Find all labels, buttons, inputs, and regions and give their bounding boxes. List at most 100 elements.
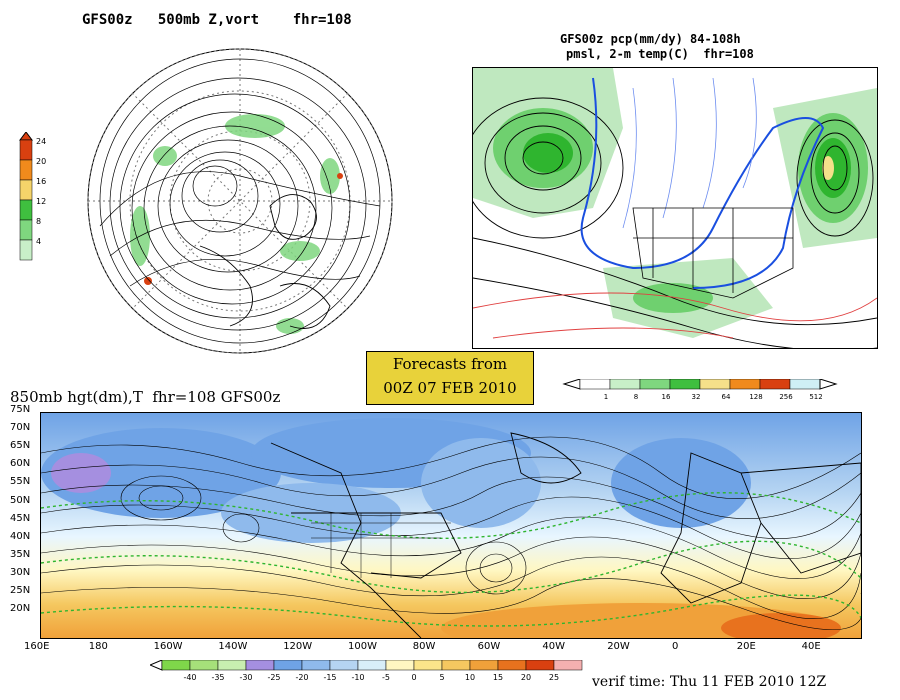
lon-label: 40W <box>542 641 566 652</box>
cb500-label: 24 <box>36 137 46 146</box>
panel-850mb-colorbar: -40 -35 -30 -25 -20 -15 -10 -5 0 5 10 15 20 25 <box>148 659 595 682</box>
forecast-box-line1: Forecasts from <box>392 355 508 373</box>
cb850-label: 25 <box>549 673 559 682</box>
panel-500mb-colorbar: 24 20 16 12 8 4 <box>18 131 58 264</box>
cylindrical-850mb-map <box>40 412 862 639</box>
panel-850mb-title: 850mb hgt(dm),T fhr=108 GFS00z <box>10 388 281 406</box>
cbPrecip-arrow-right <box>819 378 838 390</box>
cb850-swatch <box>329 659 359 671</box>
lon-label: 120W <box>283 641 313 652</box>
lat-label: 25N <box>10 585 31 596</box>
lat-label: 55N <box>10 476 31 488</box>
cbPrecip-swatch <box>579 378 611 390</box>
lon-label: 60W <box>477 641 501 652</box>
lat-label: 65N <box>10 440 31 452</box>
cb500-swatch <box>19 159 33 181</box>
lon-label: 80W <box>412 641 436 652</box>
panel-precip-title-line1: GFS00z pcp(mm/dy) 84-108h <box>560 32 741 46</box>
cbPrecip-label: 8 <box>634 393 638 401</box>
cb500-label: 4 <box>36 237 41 246</box>
cbPrecip-swatch <box>699 378 731 390</box>
lon-label: 20E <box>736 641 756 652</box>
cb850-label: -5 <box>382 673 390 682</box>
verif-time: verif time: Thu 11 FEB 2010 12Z <box>592 674 827 690</box>
cb850-label: -25 <box>267 673 280 682</box>
cb850-swatch <box>413 659 443 671</box>
cb850-swatch <box>525 659 555 671</box>
lon-label: 100W <box>348 641 377 652</box>
cb500-label: 16 <box>36 177 46 186</box>
lon-label: 160E <box>24 641 50 652</box>
cb850-label: -10 <box>351 673 364 682</box>
cb850-arrow-left <box>148 659 163 671</box>
cb850-swatch <box>441 659 471 671</box>
cb850-swatch <box>385 659 415 671</box>
lat-label: 60N <box>10 458 31 470</box>
lat-label: 40N <box>10 530 31 542</box>
cb500-swatch <box>19 199 33 221</box>
cb850-label: 15 <box>493 673 503 682</box>
cb850-label: -30 <box>239 673 252 682</box>
panel-precip-title-line2: pmsl, 2-m temp(C) fhr=108 <box>566 47 754 61</box>
cb850-swatch <box>469 659 499 671</box>
cbPrecip-label: 64 <box>722 393 731 401</box>
cbPrecip-swatch <box>789 378 821 390</box>
cb850-label: 0 <box>411 673 416 682</box>
cbPrecip-swatch <box>669 378 701 390</box>
cb850-swatch <box>273 659 303 671</box>
lat-label: 50N <box>10 494 31 506</box>
cbPrecip-swatch <box>729 378 761 390</box>
lon-label: 40E <box>801 641 821 652</box>
cb500-arrow <box>19 131 33 141</box>
cb500-swatch <box>19 219 33 241</box>
panel-500mb-title: GFS00z 500mb Z,vort fhr=108 <box>82 12 352 28</box>
cb850-label: -40 <box>183 673 196 682</box>
cb850-swatch <box>357 659 387 671</box>
cb850-label: 20 <box>521 673 531 682</box>
cb850-label: -15 <box>323 673 336 682</box>
cb500-label: 12 <box>36 197 46 206</box>
cbPrecip-label: 512 <box>809 393 822 401</box>
lon-label: 0 <box>672 641 679 652</box>
cb850-swatch <box>553 659 583 671</box>
lat-label: 45N <box>10 512 31 524</box>
cb500-label: 8 <box>36 217 41 226</box>
lon-label: 20W <box>607 641 630 652</box>
lon-label: 180 <box>88 641 108 652</box>
cbPrecip-label: 1 <box>604 393 608 401</box>
cb850-label: -20 <box>295 673 308 682</box>
cbPrecip-label: 256 <box>779 393 793 401</box>
cb850-swatch <box>161 659 191 671</box>
cbPrecip-arrow-left <box>562 378 581 390</box>
cbPrecip-label: 16 <box>662 393 671 401</box>
polar-stereo-map <box>80 36 400 366</box>
cbPrecip-label: 128 <box>749 393 762 401</box>
cb850-swatch <box>301 659 331 671</box>
cb850-label: 10 <box>465 673 475 682</box>
cb850-swatch <box>189 659 219 671</box>
cb500-swatch <box>19 239 33 261</box>
cb850-swatch <box>245 659 275 671</box>
lon-label: 160W <box>153 641 183 652</box>
panel-precip-colorbar: 1 8 16 32 64 128 256 512 <box>562 378 838 401</box>
lat-label: 35N <box>10 548 31 560</box>
cb500-label: 20 <box>36 157 46 166</box>
cb850-label: -35 <box>211 673 224 682</box>
cbPrecip-swatch <box>759 378 791 390</box>
forecast-box-line2: 00Z 07 FEB 2010 <box>383 379 517 397</box>
lat-label: 70N <box>10 422 31 434</box>
cbPrecip-swatch <box>639 378 671 390</box>
precip-pmsl-map <box>472 67 878 349</box>
cbPrecip-label: 32 <box>692 393 701 401</box>
cb850-swatch <box>497 659 527 671</box>
cb850-label: 5 <box>439 673 444 682</box>
lat-label: 20N <box>10 603 31 615</box>
cb500-swatch <box>19 179 33 201</box>
cb850-swatch <box>217 659 247 671</box>
cb500-swatch <box>19 139 33 161</box>
lat-label: 30N <box>10 566 31 578</box>
forecast-info-box: Forecasts from 00Z 07 FEB 2010 <box>366 351 534 405</box>
lon-label: 140W <box>218 641 248 652</box>
lat-label: 75N <box>10 404 31 415</box>
cbPrecip-swatch <box>609 378 641 390</box>
